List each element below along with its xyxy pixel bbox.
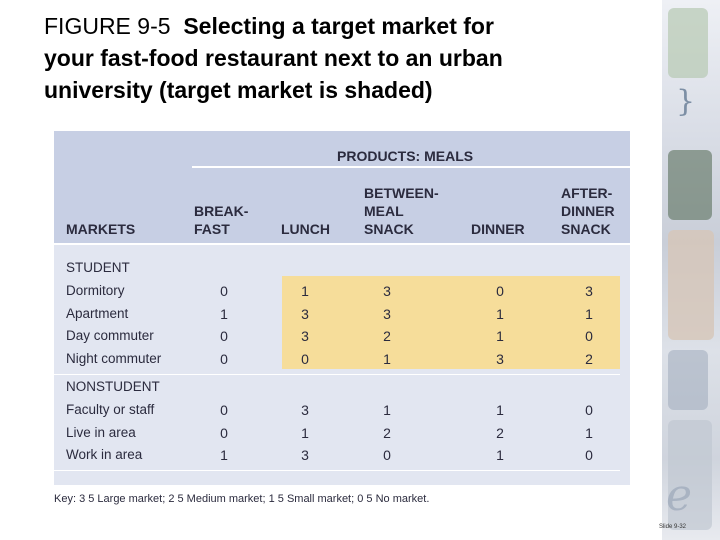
column-header: SNACK [561, 221, 611, 237]
figure-title-line1: Selecting a target market for [183, 13, 494, 39]
markets-header: MARKETS [66, 221, 136, 237]
decor-block [668, 350, 708, 410]
market-size-value: 1 [301, 424, 309, 441]
column-header: DINNER [471, 221, 525, 237]
market-size-value: 0 [220, 424, 228, 441]
header-rule [54, 243, 630, 245]
target-market-shading [282, 276, 620, 369]
decor-block [668, 8, 708, 78]
market-size-value: 1 [496, 328, 504, 345]
market-size-value: 2 [383, 328, 391, 345]
decor-block [668, 420, 712, 530]
market-size-value: 3 [496, 351, 504, 368]
market-size-value: 3 [301, 305, 309, 322]
market-size-value: 3 [383, 305, 391, 322]
market-size-value: 1 [496, 402, 504, 418]
decor-block [668, 230, 714, 340]
column-header: LUNCH [281, 221, 330, 237]
market-size-value: 0 [585, 402, 593, 418]
market-row-label: Live in area [66, 424, 136, 440]
column-header: BETWEEN- [364, 185, 439, 201]
market-row-label: Day commuter [66, 328, 154, 344]
market-size-value: 2 [585, 351, 593, 368]
market-size-value: 0 [301, 351, 309, 368]
products-meals-header: PRODUCTS: MEALS [337, 148, 474, 164]
header-rule [192, 166, 630, 168]
figure-title-line2: your fast-food restaurant next to an urb… [44, 45, 503, 71]
market-size-value: 0 [220, 328, 228, 345]
column-header: MEAL [364, 203, 404, 219]
market-size-value: 0 [496, 283, 504, 299]
market-size-value: 1 [301, 283, 309, 299]
column-header: DINNER [561, 203, 615, 219]
market-size-value: 1 [496, 305, 504, 322]
group-rule [54, 373, 620, 375]
market-size-value: 1 [220, 305, 228, 322]
brace-ornament-icon: } [676, 84, 696, 119]
market-size-value: 3 [301, 447, 309, 464]
market-size-value: 1 [585, 424, 593, 441]
table-header-background [54, 131, 630, 245]
figure-title: FIGURE 9-5 Selecting a target market for… [44, 10, 644, 106]
column-header: FAST [194, 221, 230, 237]
market-size-value: 2 [383, 424, 391, 441]
figure-number: FIGURE 9-5 [44, 13, 171, 39]
column-header: SNACK [364, 221, 414, 237]
table-key: Key: 3 5 Large market; 2 5 Medium market… [54, 493, 430, 505]
market-grid-figure: PRODUCTS: MEALS MARKETS BREAK- FAST LUNCH B… [54, 131, 630, 514]
market-size-value: 0 [383, 447, 391, 464]
market-row-label: Work in area [66, 447, 143, 463]
decor-block [668, 150, 712, 220]
column-header: AFTER- [561, 185, 613, 201]
market-row-label: Dormitory [66, 283, 125, 298]
market-size-value: 1 [383, 402, 391, 418]
market-group-label: NONSTUDENT [66, 379, 160, 394]
market-size-value: 3 [585, 283, 593, 299]
market-size-value: 1 [383, 351, 391, 368]
market-row-label: Apartment [66, 305, 129, 321]
market-size-value: 1 [585, 305, 593, 322]
market-size-value: 0 [585, 328, 593, 345]
market-size-value: 0 [220, 283, 228, 299]
market-size-value: 3 [301, 402, 309, 418]
column-header: BREAK- [194, 203, 249, 219]
script-ornament-icon: e [666, 470, 693, 521]
market-size-value: 1 [496, 447, 504, 464]
market-size-value: 1 [220, 447, 228, 464]
market-size-value: 0 [585, 447, 593, 464]
market-row-label: Night commuter [66, 351, 162, 367]
market-size-value: 0 [220, 351, 228, 368]
market-size-value: 3 [383, 283, 391, 299]
figure-title-line3: university (target market is shaded) [44, 77, 433, 103]
group-rule [54, 470, 620, 472]
market-size-value: 0 [220, 402, 228, 418]
market-size-value: 3 [301, 328, 309, 345]
market-group-label: STUDENT [66, 260, 130, 275]
slide-number: Slide 9-32 [658, 524, 686, 530]
market-size-value: 2 [496, 424, 504, 441]
decorative-side-strip: } e [662, 0, 720, 540]
market-row-label: Faculty or staff [66, 402, 155, 417]
